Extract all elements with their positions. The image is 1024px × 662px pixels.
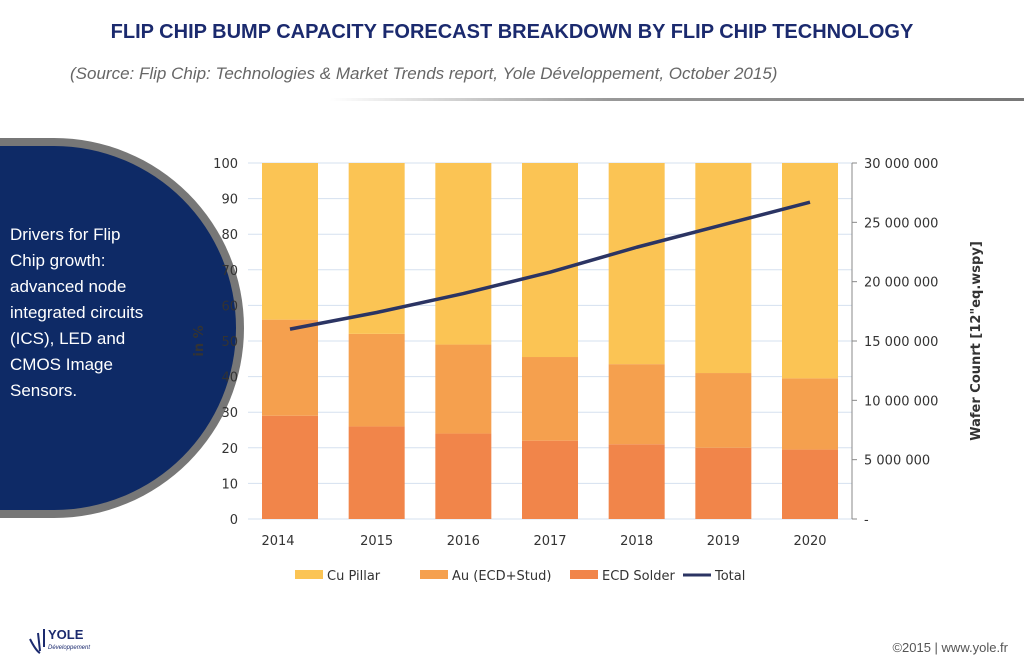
bar-ecd-solder-2020 — [782, 449, 838, 519]
logo-sub: Développement — [48, 645, 90, 651]
y2-tick-label: 15 000 000 — [864, 335, 938, 350]
x-tick-label: 2014 — [261, 534, 294, 549]
y-tick-label: 80 — [221, 228, 238, 243]
y2-tick-label: 30 000 000 — [864, 157, 938, 172]
bar-ecd-solder-2018 — [608, 444, 665, 519]
slide-title: FLIP CHIP BUMP CAPACITY FORECAST BREAKDO… — [110, 21, 914, 43]
bar-au-ecd-stud--2015 — [348, 333, 405, 427]
y-tick-label: 40 — [221, 371, 238, 386]
bar-ecd-solder-2016 — [435, 433, 492, 519]
yole-logo: YOLE Développement — [28, 625, 128, 655]
y2-tick-label: 10 000 000 — [864, 394, 938, 409]
x-tick-label: 2015 — [360, 534, 393, 549]
divider — [330, 98, 1024, 101]
x-tick-label: 2016 — [447, 534, 480, 549]
bar-au-ecd-stud--2017 — [522, 357, 578, 441]
legend-swatch — [570, 570, 598, 579]
legend-swatch — [420, 570, 448, 579]
y-tick-label: 20 — [221, 442, 238, 457]
bar-cu-pillar-2016 — [435, 163, 492, 345]
bar-ecd-solder-2019 — [695, 447, 752, 519]
bar-au-ecd-stud--2014 — [262, 319, 318, 416]
bar-au-ecd-stud--2020 — [782, 378, 838, 450]
x-tick-label: 2017 — [533, 534, 566, 549]
bar-cu-pillar-2014 — [262, 163, 318, 320]
y-tick-label: 50 — [221, 335, 238, 350]
y2-tick-label: 5 000 000 — [864, 454, 930, 469]
legend-label: Cu Pillar — [327, 569, 381, 584]
y-tick-label: 60 — [221, 299, 238, 314]
y-tick-label: 100 — [213, 157, 238, 172]
x-tick-label: 2018 — [620, 534, 653, 549]
drivers-text: Drivers for Flip Chip growth: advanced n… — [10, 225, 144, 400]
legend-swatch — [295, 570, 323, 579]
bar-ecd-solder-2017 — [522, 440, 578, 519]
bar-cu-pillar-2015 — [348, 163, 405, 334]
bar-cu-pillar-2020 — [782, 163, 838, 379]
y2-axis-label: Wafer Counrt [12"eq.wspy] — [969, 241, 984, 441]
legend-label: Total — [714, 569, 745, 584]
y2-tick-label: 20 000 000 — [864, 276, 938, 291]
legend-label: ECD Solder — [602, 569, 676, 584]
legend-label: Au (ECD+Stud) — [452, 569, 551, 584]
y-tick-label: 30 — [221, 406, 238, 421]
logo-text: YOLE — [48, 627, 84, 642]
y-tick-label: 0 — [230, 513, 238, 528]
y2-tick-label: - — [864, 513, 869, 528]
bar-cu-pillar-2019 — [695, 163, 752, 374]
y2-tick-label: 25 000 000 — [864, 216, 938, 231]
bar-au-ecd-stud--2018 — [608, 364, 665, 445]
footer: ©2015 | www.yole.fr — [892, 640, 1008, 655]
bar-au-ecd-stud--2016 — [435, 344, 492, 434]
logo-mark-icon — [29, 629, 45, 654]
y-axis-label: in % — [192, 325, 207, 356]
bar-au-ecd-stud--2019 — [695, 373, 752, 448]
y-tick-label: 10 — [221, 477, 238, 492]
y-tick-label: 70 — [221, 264, 238, 279]
source-subtitle: (Source: Flip Chip: Technologies & Marke… — [70, 64, 778, 83]
bar-cu-pillar-2017 — [522, 163, 578, 358]
x-tick-label: 2019 — [707, 534, 740, 549]
y-tick-label: 90 — [221, 193, 238, 208]
x-tick-label: 2020 — [793, 534, 826, 549]
bar-ecd-solder-2014 — [262, 415, 318, 519]
bar-cu-pillar-2018 — [608, 163, 665, 365]
bar-ecd-solder-2015 — [348, 426, 405, 519]
